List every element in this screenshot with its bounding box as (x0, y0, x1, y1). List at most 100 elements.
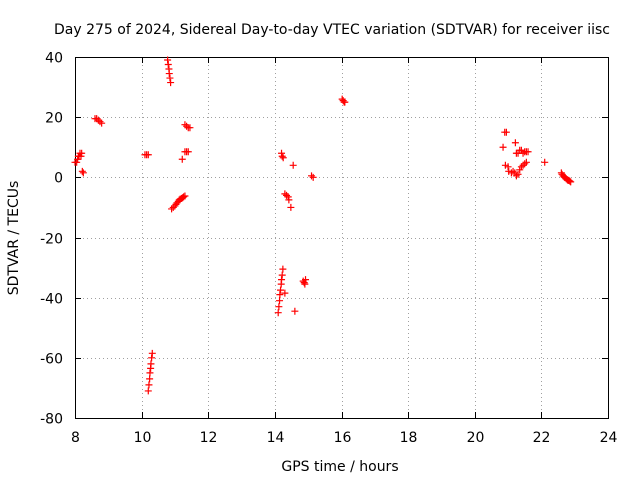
x-tick-label: 12 (200, 430, 218, 446)
y-tick-label: 20 (45, 111, 63, 127)
data-point (519, 161, 527, 169)
data-point (511, 169, 519, 177)
data-point (287, 203, 295, 211)
x-tick-label: 14 (267, 430, 285, 446)
data-point (77, 152, 85, 160)
y-tick-label: -80 (40, 412, 63, 428)
data-point (502, 128, 510, 136)
x-tick-label: 10 (134, 430, 152, 446)
data-point (168, 205, 176, 213)
data-point (511, 139, 519, 147)
data-point (96, 118, 104, 126)
data-point (74, 155, 82, 163)
data-point (165, 70, 173, 78)
data-point (281, 190, 289, 198)
data-point (301, 280, 309, 288)
x-tick-label: 8 (71, 430, 80, 446)
data-point (541, 158, 549, 166)
data-point (509, 167, 517, 175)
data-point (522, 158, 530, 166)
data-point (566, 177, 574, 185)
data-point (278, 276, 286, 284)
data-point (339, 97, 347, 105)
data-point (180, 193, 188, 201)
data-point (166, 74, 174, 82)
data-point (517, 146, 525, 154)
data-point (517, 163, 525, 171)
data-point (276, 297, 284, 305)
data-point (167, 79, 175, 87)
data-point (291, 307, 299, 315)
axis-ticks (75, 57, 609, 419)
data-point (516, 166, 524, 174)
y-tick-label: -40 (40, 292, 63, 308)
y-tick-label: -20 (40, 232, 63, 248)
data-point (289, 161, 297, 169)
data-point (285, 196, 293, 204)
x-tick-label: 16 (334, 430, 352, 446)
y-tick-labels: -80 -60 -40 -20 0 20 40 (40, 51, 63, 428)
data-point (567, 178, 575, 186)
data-point (514, 170, 522, 178)
data-point (519, 149, 527, 157)
data-point (302, 276, 310, 284)
data-point (557, 169, 565, 177)
data-point (279, 154, 287, 162)
data-point (341, 98, 349, 106)
data-point (278, 149, 286, 157)
x-axis-title: GPS time / hours (281, 459, 398, 475)
x-tick-labels: 8 10 12 14 16 18 20 22 24 (71, 430, 617, 446)
chart-title: Day 275 of 2024, Sidereal Day-to-day VTE… (54, 22, 610, 38)
x-tick-label: 24 (600, 430, 618, 446)
data-point (309, 173, 317, 181)
data-point (186, 124, 194, 132)
data-point (504, 163, 512, 171)
y-tick-label: 0 (54, 171, 63, 187)
data-point (283, 191, 291, 199)
data-point (144, 151, 152, 159)
data-points (71, 56, 575, 395)
data-point (148, 349, 156, 357)
data-point (73, 158, 81, 166)
data-point (278, 271, 286, 279)
data-point (278, 152, 286, 160)
data-point (284, 193, 292, 201)
data-point (78, 149, 86, 157)
y-axis-title: SDTVAR / TECUs (6, 181, 22, 296)
x-tick-label: 20 (467, 430, 485, 446)
y-tick-label: 40 (45, 51, 63, 67)
data-point (499, 143, 507, 151)
data-point (144, 387, 152, 395)
data-point (181, 192, 189, 200)
x-tick-label: 22 (533, 430, 551, 446)
data-point (94, 116, 102, 124)
data-point (164, 56, 172, 64)
data-point (524, 148, 532, 156)
x-tick-label: 18 (400, 430, 418, 446)
data-point (308, 172, 316, 180)
data-point (181, 121, 189, 129)
data-point (178, 155, 186, 163)
data-point (183, 122, 191, 130)
data-point (276, 291, 284, 299)
data-point (146, 375, 154, 383)
data-point (78, 167, 86, 175)
data-point (79, 169, 87, 177)
data-point (147, 360, 155, 368)
y-tick-label: -60 (40, 352, 63, 368)
data-point (164, 61, 172, 69)
data-point (521, 160, 529, 168)
data-point (281, 289, 289, 297)
data-point (184, 148, 192, 156)
data-point (512, 172, 520, 180)
data-point (275, 303, 283, 311)
data-point (148, 354, 156, 362)
data-point (277, 286, 285, 294)
grid (75, 57, 608, 418)
data-point (145, 381, 153, 389)
data-point (274, 309, 282, 317)
data-point (146, 369, 154, 377)
data-point (300, 279, 308, 287)
data-point (98, 119, 106, 127)
